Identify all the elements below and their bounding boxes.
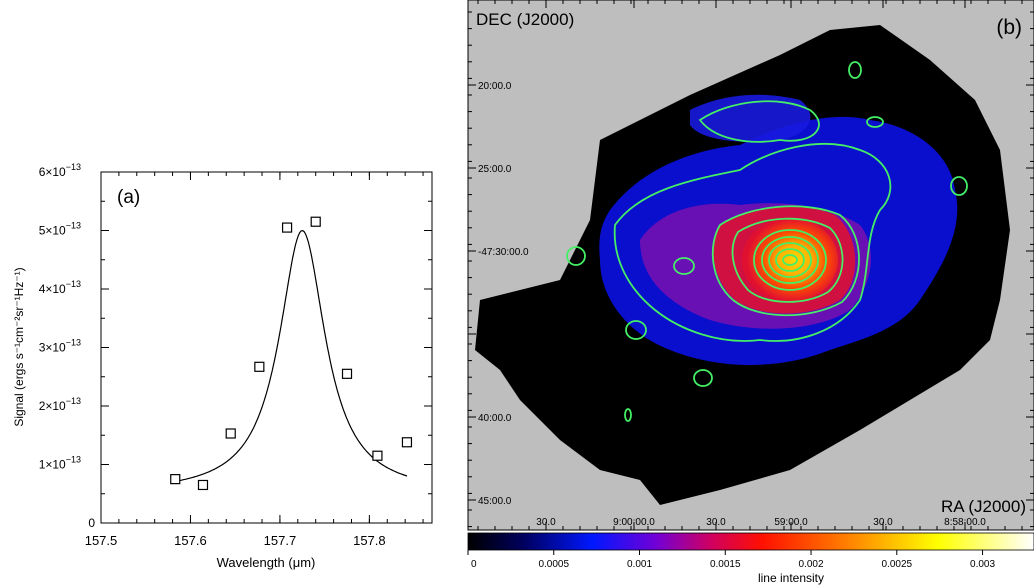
y-tick-label: 6×10−13 (39, 162, 81, 179)
ra-tick-group: 30.0 9:00:00.0 30.0 59:00.0 30.0 8:58:00.0 (477, 0, 1023, 530)
contour-knot-8 (624, 408, 632, 422)
colorbar-tick-label: 0.002 (799, 559, 824, 570)
contour-knot-7 (866, 116, 884, 128)
y-tick-label: 4×10−13 (39, 279, 81, 296)
y-tick-group: 0 1×10−13 2×10−13 3×10−13 4×10−13 5×10−13 6×10… (39, 162, 432, 530)
data-point (281, 222, 293, 233)
panel-label-a: (a) (117, 187, 140, 208)
ra-axis-label: RA (J2000) (941, 497, 1026, 516)
dec-tick-label: 45:00.0 (478, 496, 512, 507)
y-tick-label: 1×10−13 (39, 455, 81, 472)
y-tick-label: 3×10−13 (39, 338, 81, 355)
contour-group (566, 61, 968, 422)
dec-tick-group: 20:00.0 25:00.0 -47:30:00.0 35:00.0 40:00.0 4… (468, 11, 1034, 528)
ra-tick-label: 8:58:00.0 (944, 517, 986, 528)
map-core-emission (742, 218, 838, 302)
data-point-group (170, 216, 413, 491)
colorbar-tick-label: 0.0005 (538, 559, 569, 570)
colorbar (467, 532, 1034, 551)
lorentzian-fit-curve (175, 229, 408, 482)
contour-peak (782, 254, 798, 266)
colorbar-tick-group: 0 0.0005 0.001 0.0015 0.002 0.0025 0.003 (467, 550, 995, 570)
data-point (372, 450, 383, 461)
contour-level-3 (731, 217, 844, 303)
y-tick-label: 0 (88, 516, 95, 530)
contour-knot-2 (566, 246, 586, 266)
y-tick-label: 2×10−13 (39, 396, 81, 413)
contour-level-5 (761, 236, 819, 284)
x-axis-label: Wavelength (μm) (217, 555, 316, 570)
x-tick-label: 157.6 (174, 533, 207, 548)
ra-tick-label: 30.0 (873, 517, 893, 528)
map-image (475, 25, 1010, 505)
x-tick-label: 157.5 (85, 533, 118, 548)
data-point (197, 479, 209, 491)
colorbar-tick-label: 0.0025 (881, 559, 912, 570)
colorbar-tick-label: 0.003 (970, 559, 995, 570)
data-point (341, 368, 353, 379)
x-tick-label: 157.7 (264, 533, 297, 548)
data-point (225, 428, 236, 439)
dec-tick-label: -47:30:00.0 (478, 247, 529, 258)
data-point (170, 474, 181, 485)
data-point (254, 361, 265, 372)
dec-tick-label: 20:00.0 (478, 81, 512, 92)
data-point (310, 216, 321, 227)
contour-knot-6 (848, 61, 862, 79)
dec-axis-label: DEC (J2000) (476, 10, 574, 29)
colorbar-tick-label: 0 (471, 559, 477, 570)
y-tick-label: 5×10−13 (39, 221, 81, 238)
contour-level-7 (775, 248, 805, 272)
map-frame (467, 0, 1034, 531)
x-tick-label: 157.8 (353, 533, 386, 548)
ra-tick-label: 59:00.0 (774, 517, 808, 528)
dec-tick-label: 40:00.0 (478, 413, 512, 424)
contour-level-2 (711, 205, 860, 317)
contour-outer (613, 143, 892, 342)
colorbar-tick-label: 0.001 (627, 559, 652, 570)
y-axis-label: Signal (ergs s⁻¹cm⁻²sr⁻¹Hz⁻¹) (12, 267, 26, 426)
contour-knot-4 (625, 320, 647, 340)
contour-filament (698, 100, 820, 143)
map-blue-filament (690, 94, 811, 142)
ra-tick-label: 30.0 (706, 517, 726, 528)
ra-tick-label: 9:00:00.0 (613, 517, 655, 528)
contour-knot-3 (673, 257, 695, 275)
dec-tick-label: 35:00.0 (478, 330, 512, 341)
contour-knot-5 (693, 369, 713, 387)
x-tick-group: 157.5 157.6 157.7 157.8 (85, 172, 424, 548)
ra-tick-label: 30.0 (536, 517, 556, 528)
panel-label-b: (b) (996, 16, 1022, 39)
contour-knot-1 (950, 176, 968, 196)
dec-tick-label: 25:00.0 (478, 164, 512, 175)
colorbar-tick-label: 0.0015 (710, 559, 741, 570)
contour-level-6 (768, 242, 812, 278)
colorbar-label: line intensity (758, 571, 824, 585)
data-point (401, 437, 413, 448)
contour-level-4 (753, 229, 827, 291)
